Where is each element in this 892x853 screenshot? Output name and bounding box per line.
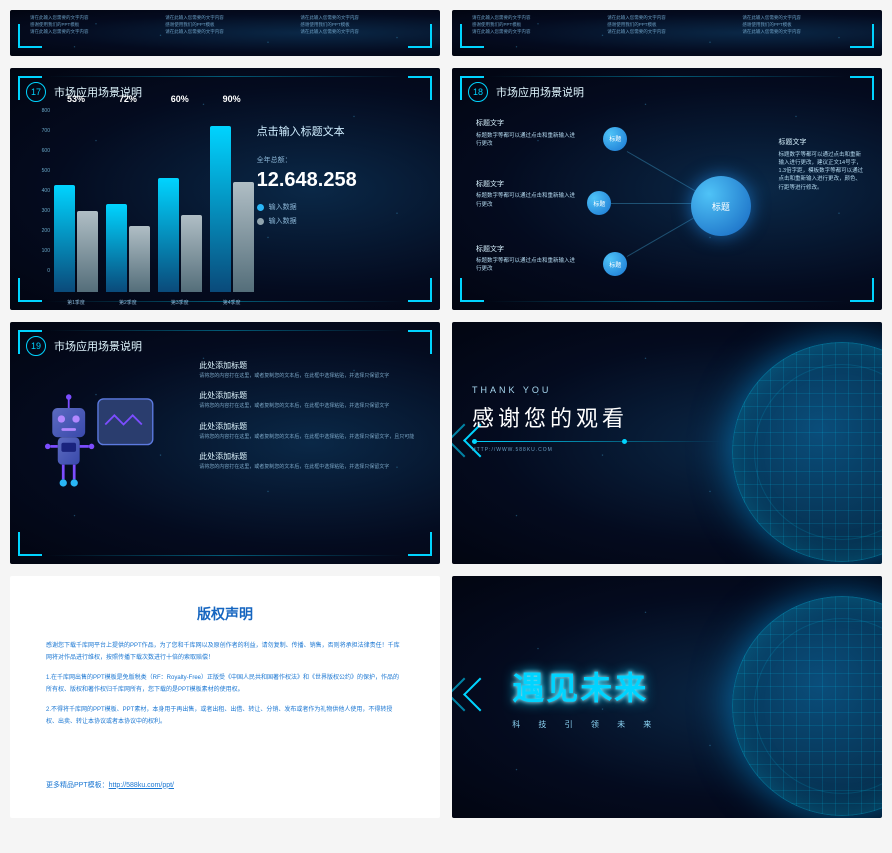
slide-number-badge: 18 (468, 82, 488, 102)
partial-col: 请在此输入您需要的文字内容感谢使用我们的PPT模板请在此输入您需要的文字内容 (300, 14, 420, 36)
slide-number-badge: 17 (26, 82, 46, 102)
partial-col: 请在此输入您需要的文字内容感谢使用我们的PPT模板请在此输入您需要的文字内容 (30, 14, 150, 36)
slide-partial-right: 请在此输入您需要的文字内容感谢使用我们的PPT模板请在此输入您需要的文字内容 请… (452, 10, 882, 56)
partial-col: 请在此输入您需要的文字内容感谢使用我们的PPT模板请在此输入您需要的文字内容 (472, 14, 592, 36)
bar-group: 53%第1季度 (54, 108, 98, 292)
bubble-label: 标题文字标题数字等都可以通过点击和重新输入进行更改 (476, 119, 579, 148)
slide-17: 17 市场应用场景说明 8007006005004003002001000 53… (10, 68, 440, 310)
copyright-para: 2.不得将千库网的PPT模板、PPT素材，本身用于再出售，或者出租、出借、转让、… (46, 704, 404, 728)
copyright-para: 1.在千库网出售的PPT模板是免版税类（RF：Royalty-Free）正版受《… (46, 672, 404, 696)
bubble-center: 标题 (691, 176, 751, 236)
text-item: 此处添加标题请将您的内容打在这里，或者复制您的文本后，在此框中选择粘贴，并选择只… (199, 390, 422, 411)
bubble-desc: 标题文字标题数字等都可以通过点击和重新输入进行更改，建议正文14号字，1.3倍字… (778, 138, 866, 192)
slide-partial-left: 请在此输入您需要的文字内容感谢使用我们的PPT模板请在此输入您需要的文字内容 请… (10, 10, 440, 56)
copyright-para: 感谢您下载千库网平台上提供的PPT作品，为了您和千库网以及原创作者的利益，请勿复… (46, 640, 404, 664)
bubble-node: 标题 (587, 191, 611, 215)
thankyou-url: HTTP://WWW.588KU.COM (472, 447, 721, 453)
chart-big-number: 12.648.258 (257, 169, 420, 192)
slide-thankyou: THANK YOU 感谢您的观看 HTTP://WWW.588KU.COM (452, 322, 882, 564)
chevron-decoration (452, 682, 492, 711)
bubble-node: 标题 (603, 252, 627, 276)
slide-19: 19 市场应用场景说明 此处添加标题请将您的内容打在这里，或者复制您的文本后，在… (10, 322, 440, 564)
bar-group: 60%第3季度 (158, 108, 202, 292)
partial-col: 请在此输入您需要的文字内容感谢使用我们的PPT模板请在此输入您需要的文字内容 (607, 14, 727, 36)
slide-title: 市场应用场景说明 (54, 338, 142, 354)
copyright-footer: 更多精品PPT模板：http://588ku.com/ppt/ (46, 780, 404, 790)
copyright-title: 版权声明 (46, 604, 404, 624)
partial-col: 请在此输入您需要的文字内容感谢使用我们的PPT模板请在此输入您需要的文字内容 (165, 14, 285, 36)
bubble-node: 标题 (603, 127, 627, 151)
legend-item: 输入数据 (257, 202, 420, 212)
robot-icon (34, 372, 180, 517)
thankyou-en: THANK YOU (472, 385, 721, 395)
future-subtitle: 科 技 引 领 未 来 (512, 719, 727, 730)
slide-future: 遇见未来 科 技 引 领 未 来 (452, 576, 882, 818)
chart-subtitle: 全年总额： (257, 155, 420, 165)
future-title: 遇见未来 (512, 663, 727, 709)
slide-copyright: 版权声明 感谢您下载千库网平台上提供的PPT作品，为了您和千库网以及原创作者的利… (10, 576, 440, 818)
bubble-label: 标题文字标题数字等都可以通过点击和重新输入进行更改 (476, 180, 579, 209)
text-item: 此处添加标题请将您的内容打在这里，或者复制您的文本后，在此框中选择粘贴，并选择只… (199, 421, 422, 442)
slide-title: 市场应用场景说明 (496, 84, 584, 100)
bubble-diagram: 标题 标题 标题 标题 标题文字标题数字等都可以通过点击和重新输入进行更改 标题… (468, 104, 866, 294)
thankyou-cn: 感谢您的观看 (472, 401, 721, 433)
bar-group: 90%第4季度 (210, 108, 254, 292)
globe-graphic (732, 342, 882, 562)
legend-item: 输入数据 (257, 216, 420, 226)
globe-graphic (732, 596, 882, 816)
bar-group: 72%第2季度 (106, 108, 150, 292)
slide-number-badge: 19 (26, 336, 46, 356)
chart-title: 点击输入标题文本 (257, 123, 420, 139)
bubble-label: 标题文字标题数字等都可以通过点击和重新输入进行更改 (476, 245, 579, 274)
text-item: 此处添加标题请将您的内容打在这里，或者复制您的文本后，在此框中选择粘贴，并选择只… (199, 451, 422, 472)
bar-chart: 8007006005004003002001000 53%第1季度72%第2季度… (30, 108, 254, 292)
partial-col: 请在此输入您需要的文字内容感谢使用我们的PPT模板请在此输入您需要的文字内容 (742, 14, 862, 36)
slide-18: 18 市场应用场景说明 标题 标题 标题 标题 标题文字标题数字等都可以通过点击… (452, 68, 882, 310)
text-item: 此处添加标题请将您的内容打在这里，或者复制您的文本后，在此框中选择粘贴，并选择只… (199, 360, 422, 381)
